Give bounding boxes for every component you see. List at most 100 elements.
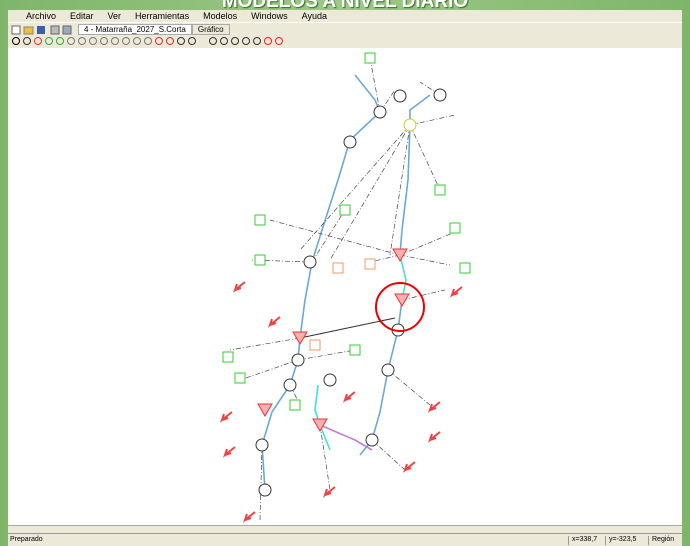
link: [409, 124, 441, 191]
tool-icon[interactable]: [111, 37, 119, 45]
demand: [289, 399, 301, 411]
link: [389, 124, 411, 256]
toolbar-icons: [11, 25, 72, 34]
tool-icon[interactable]: [155, 37, 163, 45]
node: [258, 483, 272, 497]
tool-icon[interactable]: [188, 37, 196, 45]
link: [229, 337, 301, 351]
menu-item[interactable]: Editar: [70, 11, 94, 21]
open-icon[interactable]: [23, 26, 34, 34]
status-mode: Región: [648, 536, 674, 545]
drawing-toolbar: [8, 35, 682, 49]
save-icon[interactable]: [37, 25, 45, 34]
scrollbar[interactable]: [8, 525, 682, 534]
tool-icon[interactable]: [177, 37, 185, 45]
tool-icon[interactable]: [100, 37, 108, 45]
tool-icon[interactable]: [220, 37, 228, 45]
link: [319, 424, 331, 491]
demand: [364, 52, 376, 64]
inflow: [242, 511, 256, 523]
tool-icon[interactable]: [133, 37, 141, 45]
menu-item[interactable]: Modelos: [203, 11, 238, 21]
node: [373, 105, 387, 119]
status-message: Preparado: [10, 536, 43, 543]
river: [314, 384, 331, 451]
tool-icon[interactable]: [56, 37, 64, 45]
tool-icon[interactable]: [166, 37, 174, 45]
print-icon[interactable]: [50, 25, 60, 34]
reservoir: [292, 331, 308, 345]
status-x: x=338,7: [568, 536, 597, 545]
node: [381, 363, 395, 377]
tool-icon[interactable]: [23, 37, 31, 45]
reservoir: [394, 293, 410, 307]
view-tab[interactable]: Gráfico: [191, 24, 230, 35]
demand: [339, 204, 351, 216]
link: [409, 114, 456, 126]
link: [269, 219, 401, 256]
tool-icon[interactable]: [78, 37, 86, 45]
river: [399, 254, 407, 301]
menu-item[interactable]: Archivo: [26, 11, 57, 21]
tool-icon[interactable]: [275, 37, 283, 45]
menu-bar: Archivo Editar Ver Herramientas Modelos Windo…: [8, 10, 682, 22]
menu-item[interactable]: Herramientas: [135, 11, 190, 21]
link: [401, 289, 446, 301]
reservoir: [392, 248, 408, 262]
inflow: [219, 411, 233, 423]
menu-item[interactable]: Ver: [107, 11, 122, 21]
document-tab[interactable]: 4 - Matarraña_2027_S.Corta: [78, 24, 192, 35]
node: [323, 373, 337, 387]
transfer: [299, 317, 396, 339]
tool-icon[interactable]: [12, 37, 20, 45]
tool-icon[interactable]: [67, 37, 75, 45]
demand: [349, 344, 361, 356]
node: [283, 378, 297, 392]
return: [332, 262, 344, 274]
tool-icon[interactable]: [122, 37, 130, 45]
tool-icon[interactable]: [45, 37, 53, 45]
tool-icon[interactable]: [34, 37, 42, 45]
demand: [254, 254, 266, 266]
model-canvas[interactable]: [8, 48, 682, 525]
return: [309, 339, 321, 351]
tool-icon[interactable]: [242, 37, 250, 45]
node: [393, 89, 407, 103]
node: [291, 353, 305, 367]
inflow: [342, 391, 356, 403]
highlight: [375, 282, 425, 332]
banner-title: MODELOS A NIVEL DIARIO: [221, 0, 469, 12]
tool-icon[interactable]: [231, 37, 239, 45]
menu-item[interactable]: Windows: [251, 11, 288, 21]
demand: [434, 184, 446, 196]
inflow: [402, 461, 416, 473]
link: [299, 124, 411, 251]
node: [433, 88, 447, 102]
inflow: [267, 316, 281, 328]
inflow: [232, 281, 246, 293]
demand: [234, 372, 246, 384]
inflow: [427, 431, 441, 443]
node: [255, 438, 269, 452]
status-bar: Preparado x=338,7 y=-323,5 Región: [8, 533, 682, 546]
reservoir: [257, 403, 273, 417]
inflow: [222, 446, 236, 458]
tool-icon[interactable]: [253, 37, 261, 45]
link: [369, 57, 381, 113]
menu-item[interactable]: Ayuda: [301, 11, 327, 21]
link: [297, 349, 356, 361]
reservoir: [312, 418, 328, 432]
link: [259, 444, 263, 521]
inflow: [427, 401, 441, 413]
tool-icon[interactable]: [144, 37, 152, 45]
tool-icon[interactable]: [209, 37, 217, 45]
new-icon[interactable]: [11, 25, 21, 34]
status-y: y=-323,5: [605, 536, 636, 545]
toolbar: 4 - Matarraña_2027_S.Corta Gráfico: [8, 22, 682, 36]
tool-icon[interactable]: [89, 37, 97, 45]
preview-icon[interactable]: [62, 25, 72, 34]
link: [387, 369, 431, 406]
tool-icon[interactable]: [264, 37, 272, 45]
node: [303, 255, 317, 269]
